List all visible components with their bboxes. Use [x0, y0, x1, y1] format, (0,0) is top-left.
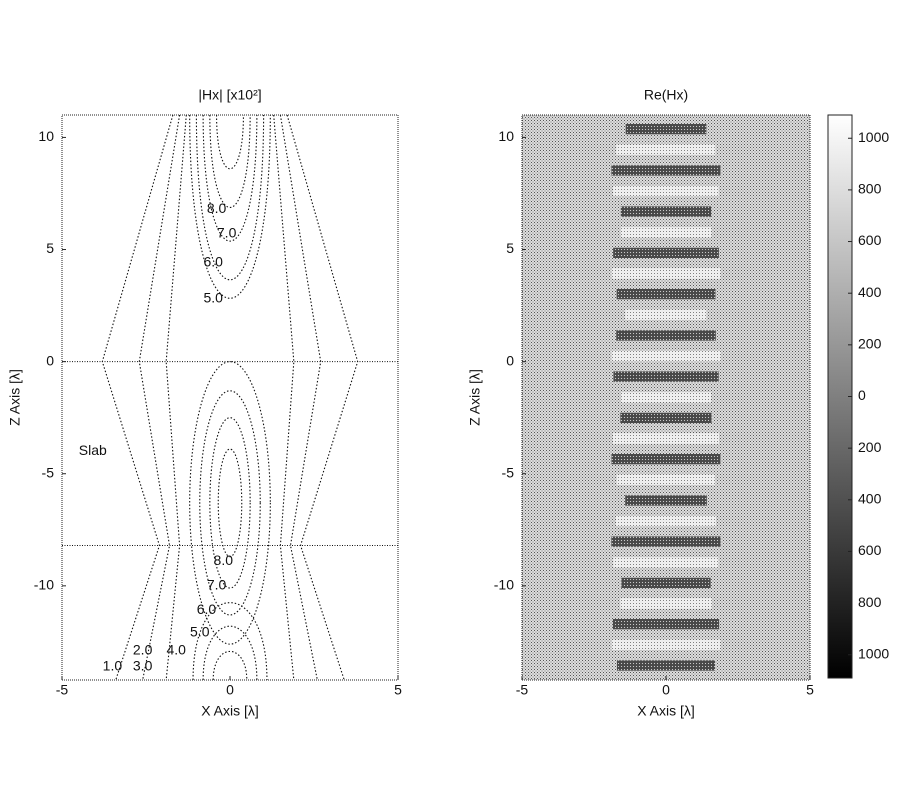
- y-tick-label: -10: [34, 577, 54, 593]
- colorbar-tick-label: 200: [858, 439, 882, 455]
- contour-label: 6.0: [197, 601, 217, 617]
- contour-label: 4.0: [167, 642, 187, 658]
- x-tick-label: 5: [394, 682, 402, 698]
- field-band: [616, 515, 716, 527]
- chart-title: |Hx| [x10²]: [198, 87, 261, 103]
- field-band: [625, 309, 707, 320]
- x-axis-label: X Axis [λ]: [637, 703, 695, 719]
- contour-line: [279, 114, 322, 681]
- field-band: [616, 474, 716, 485]
- contour-line: [192, 602, 268, 681]
- field-band: [616, 288, 716, 300]
- field-band: [620, 412, 712, 424]
- field-band: [613, 371, 719, 382]
- contour-line: [286, 114, 359, 681]
- field-band: [611, 268, 721, 279]
- contour-label: 5.0: [203, 290, 223, 306]
- contour-label: 7.0: [207, 577, 227, 593]
- field-band: [616, 660, 716, 671]
- field-band: [611, 639, 721, 650]
- colorbar-tick-label: 0: [858, 387, 866, 403]
- colorbar-tick-label: 1000: [858, 645, 889, 661]
- y-tick-label: -5: [502, 464, 515, 480]
- contour-line: [101, 114, 174, 681]
- colorbar-tick-label: 800: [858, 594, 882, 610]
- x-tick-label: 0: [662, 682, 670, 698]
- x-tick-label: -5: [516, 682, 529, 698]
- field-band: [616, 144, 716, 155]
- y-tick-label: 10: [498, 128, 514, 144]
- colorbar-tick-label: 200: [858, 336, 882, 352]
- colorbar-tick-label: 400: [858, 284, 882, 300]
- y-tick-label: -10: [494, 577, 514, 593]
- contour-line: [209, 417, 251, 589]
- x-axis-label: X Axis [λ]: [201, 703, 259, 719]
- contour-line: [273, 114, 295, 681]
- y-tick-label: -5: [42, 464, 55, 480]
- field-band: [625, 123, 707, 135]
- contour-line: [212, 651, 248, 681]
- colorbar-tick-label: 1000: [858, 129, 889, 145]
- contour-line: [199, 390, 261, 616]
- y-axis-label: Z Axis [λ]: [467, 369, 483, 426]
- contour-label: 3.0: [133, 657, 153, 673]
- contour-label: 6.0: [203, 254, 223, 270]
- x-tick-label: -5: [56, 682, 69, 698]
- contour-line: [202, 625, 258, 681]
- contour-line: [216, 114, 244, 170]
- field-band: [611, 536, 721, 547]
- y-tick-label: 5: [46, 240, 54, 256]
- annotation: Slab: [79, 442, 107, 458]
- field-band: [611, 165, 721, 176]
- field-band: [613, 557, 719, 568]
- contour-line: [195, 114, 265, 281]
- x-tick-label: 0: [226, 682, 234, 698]
- y-tick-label: 0: [46, 352, 54, 368]
- field-band: [620, 598, 712, 609]
- y-tick-label: 5: [506, 240, 514, 256]
- colorbar-tick-label: 800: [858, 181, 882, 197]
- contour-label: 7.0: [217, 225, 237, 241]
- field-band: [620, 206, 712, 217]
- contour-line: [189, 361, 271, 645]
- field-band: [611, 350, 721, 362]
- colorbar-tick-label: 400: [858, 491, 882, 507]
- contour-label: 2.0: [133, 642, 153, 658]
- colorbar-tick-label: 600: [858, 232, 882, 248]
- field-band: [625, 495, 707, 506]
- field-band: [616, 330, 716, 341]
- x-tick-label: 5: [806, 682, 814, 698]
- y-tick-label: 10: [38, 128, 54, 144]
- contour-line: [138, 114, 181, 681]
- contour-label: 1.0: [103, 657, 123, 673]
- contour-line: [189, 114, 271, 299]
- contour-label: 8.0: [214, 552, 234, 568]
- plot-frame: [61, 114, 399, 681]
- field-band: [613, 433, 719, 444]
- field-band: [621, 577, 711, 589]
- field-band: [613, 247, 719, 259]
- contour-label: 5.0: [190, 624, 210, 640]
- contour-label: 8.0: [207, 200, 227, 216]
- colorbar-tick-label: 600: [858, 542, 882, 558]
- field-band: [620, 227, 712, 238]
- field-band: [612, 619, 720, 630]
- field-band: [621, 392, 711, 403]
- contour-line: [165, 114, 187, 681]
- contour-line: [209, 114, 251, 208]
- contour-line: [202, 114, 258, 242]
- y-tick-label: 0: [506, 352, 514, 368]
- chart-title: Re(Hx): [644, 87, 688, 103]
- field-band: [611, 454, 721, 465]
- contour-line: [217, 448, 243, 558]
- y-axis-label: Z Axis [λ]: [7, 369, 23, 426]
- field-band: [613, 185, 719, 197]
